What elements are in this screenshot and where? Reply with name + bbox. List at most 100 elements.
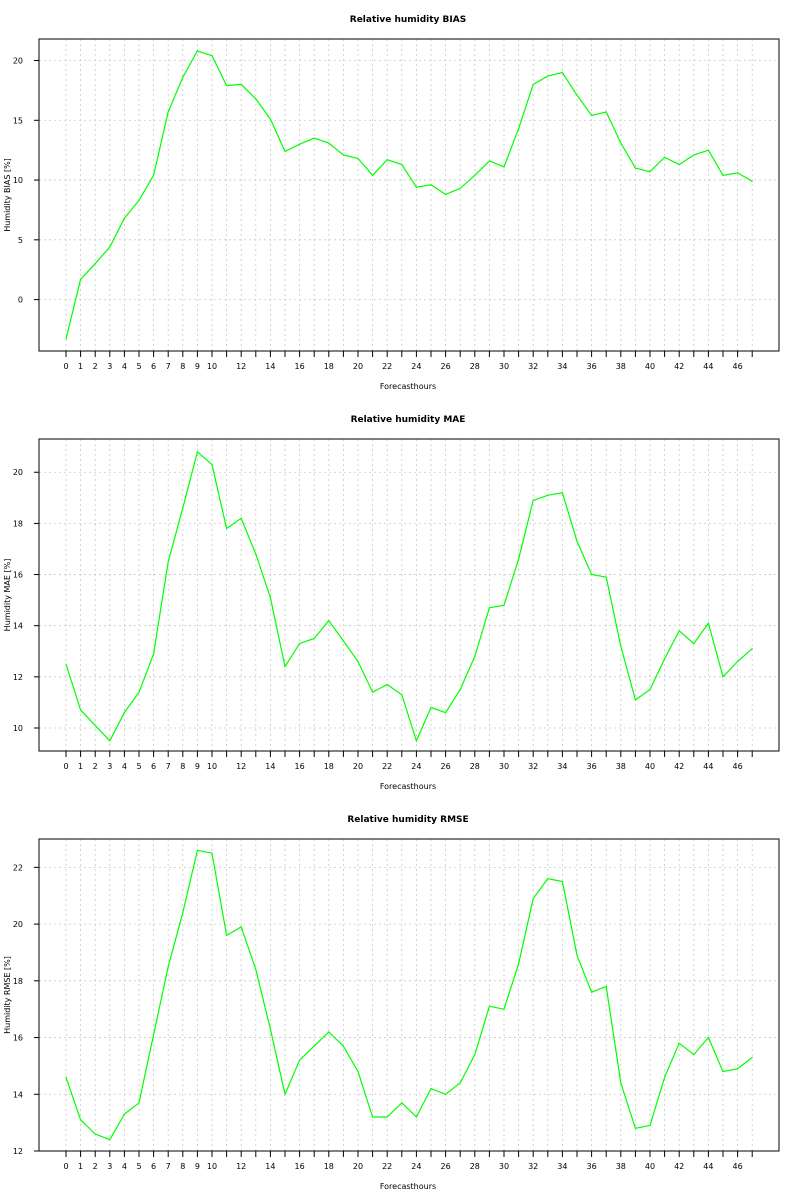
data-point <box>357 1070 359 1073</box>
x-tick-label: 8 <box>180 362 185 371</box>
x-tick-label: 40 <box>645 362 655 371</box>
x-tick-label: 26 <box>441 762 451 771</box>
data-point <box>153 174 155 176</box>
data-point <box>211 55 213 57</box>
data-point <box>109 246 111 248</box>
data-point <box>459 689 461 691</box>
data-point <box>80 709 82 711</box>
data-point <box>196 50 198 52</box>
x-tick-label: 12 <box>236 1162 246 1171</box>
x-tick-label: 46 <box>733 762 743 771</box>
x-tick-label: 1 <box>78 1162 83 1171</box>
x-axis-label: Forecasthours <box>380 1182 436 1191</box>
data-point <box>386 1116 388 1118</box>
data-point <box>386 159 388 161</box>
data-point <box>372 691 374 693</box>
data-point <box>620 645 622 647</box>
data-point <box>226 527 228 530</box>
data-point <box>196 451 198 453</box>
y-tick-label: 18 <box>13 977 23 986</box>
x-tick-label: 36 <box>587 362 597 371</box>
data-point <box>532 499 534 501</box>
data-point <box>94 724 96 727</box>
data-point <box>620 1082 622 1084</box>
y-tick-label: 10 <box>13 176 23 185</box>
data-point <box>328 142 330 144</box>
data-point <box>138 691 140 693</box>
x-tick-label: 6 <box>151 362 156 371</box>
data-point <box>503 604 505 606</box>
data-point <box>707 1036 710 1039</box>
data-point <box>445 712 447 714</box>
x-tick-label: 38 <box>616 1162 626 1171</box>
x-tick-label: 22 <box>382 362 392 371</box>
data-point <box>109 740 111 742</box>
data-point <box>503 1008 505 1010</box>
data-point <box>211 463 213 466</box>
data-point <box>299 642 301 645</box>
data-point <box>503 166 505 168</box>
x-tick-label: 4 <box>122 1162 127 1171</box>
plot-frame <box>38 438 780 752</box>
data-point <box>153 653 155 655</box>
x-tick-label: 9 <box>195 762 200 771</box>
data-point <box>386 683 388 686</box>
x-tick-label: 46 <box>733 1162 743 1171</box>
x-tick-label: 24 <box>411 362 421 371</box>
x-tick-label: 8 <box>180 1162 185 1171</box>
data-point <box>634 167 637 169</box>
x-tick-label: 7 <box>166 1162 171 1171</box>
data-point <box>445 1093 447 1095</box>
x-tick-label: 20 <box>353 1162 363 1171</box>
x-tick-label: 32 <box>528 1162 538 1171</box>
chart-title: Relative humidity RMSE <box>347 815 468 825</box>
x-tick-label: 40 <box>645 762 655 771</box>
y-tick-label: 15 <box>13 116 23 125</box>
data-point <box>678 1042 680 1044</box>
y-tick-label: 10 <box>13 724 23 733</box>
x-tick-label: 2 <box>93 362 98 371</box>
x-tick-label: 12 <box>236 762 246 771</box>
data-point <box>284 150 286 152</box>
data-point <box>269 596 271 599</box>
series-line <box>65 50 753 340</box>
data-point <box>328 1031 330 1033</box>
data-point <box>357 660 359 663</box>
data-point <box>459 1082 461 1084</box>
data-point <box>532 83 534 86</box>
data-point <box>240 83 242 86</box>
data-point <box>284 1093 286 1095</box>
data-point <box>649 171 651 173</box>
data-point <box>123 712 125 714</box>
data-point <box>299 143 301 145</box>
x-tick-label: 0 <box>63 1162 68 1171</box>
data-point <box>65 1076 67 1078</box>
data-point <box>240 926 242 928</box>
x-tick-label: 5 <box>136 762 141 771</box>
data-point <box>474 174 476 176</box>
data-point <box>372 174 374 176</box>
data-point <box>722 676 724 678</box>
x-tick-label: 38 <box>616 762 626 771</box>
y-tick-label: 20 <box>13 920 23 929</box>
x-tick-label: 6 <box>151 762 156 771</box>
x-tick-label: 26 <box>441 1162 451 1171</box>
x-tick-label: 12 <box>236 362 246 371</box>
data-point <box>547 75 549 77</box>
x-axis-label: Forecasthours <box>380 382 436 391</box>
x-tick-label: 3 <box>107 762 112 771</box>
data-point <box>153 1034 155 1036</box>
y-tick-label: 14 <box>13 1090 23 1099</box>
y-tick-label: 14 <box>13 622 23 631</box>
x-tick-label: 24 <box>411 762 421 771</box>
data-point <box>649 689 651 691</box>
x-tick-label: 5 <box>136 362 141 371</box>
data-point <box>561 492 564 494</box>
x-tick-label: 30 <box>499 362 509 371</box>
data-point <box>123 217 125 219</box>
data-point <box>80 1119 82 1121</box>
data-point <box>255 553 257 555</box>
data-point <box>664 156 666 158</box>
x-tick-label: 18 <box>324 1162 334 1171</box>
data-point <box>532 897 534 900</box>
